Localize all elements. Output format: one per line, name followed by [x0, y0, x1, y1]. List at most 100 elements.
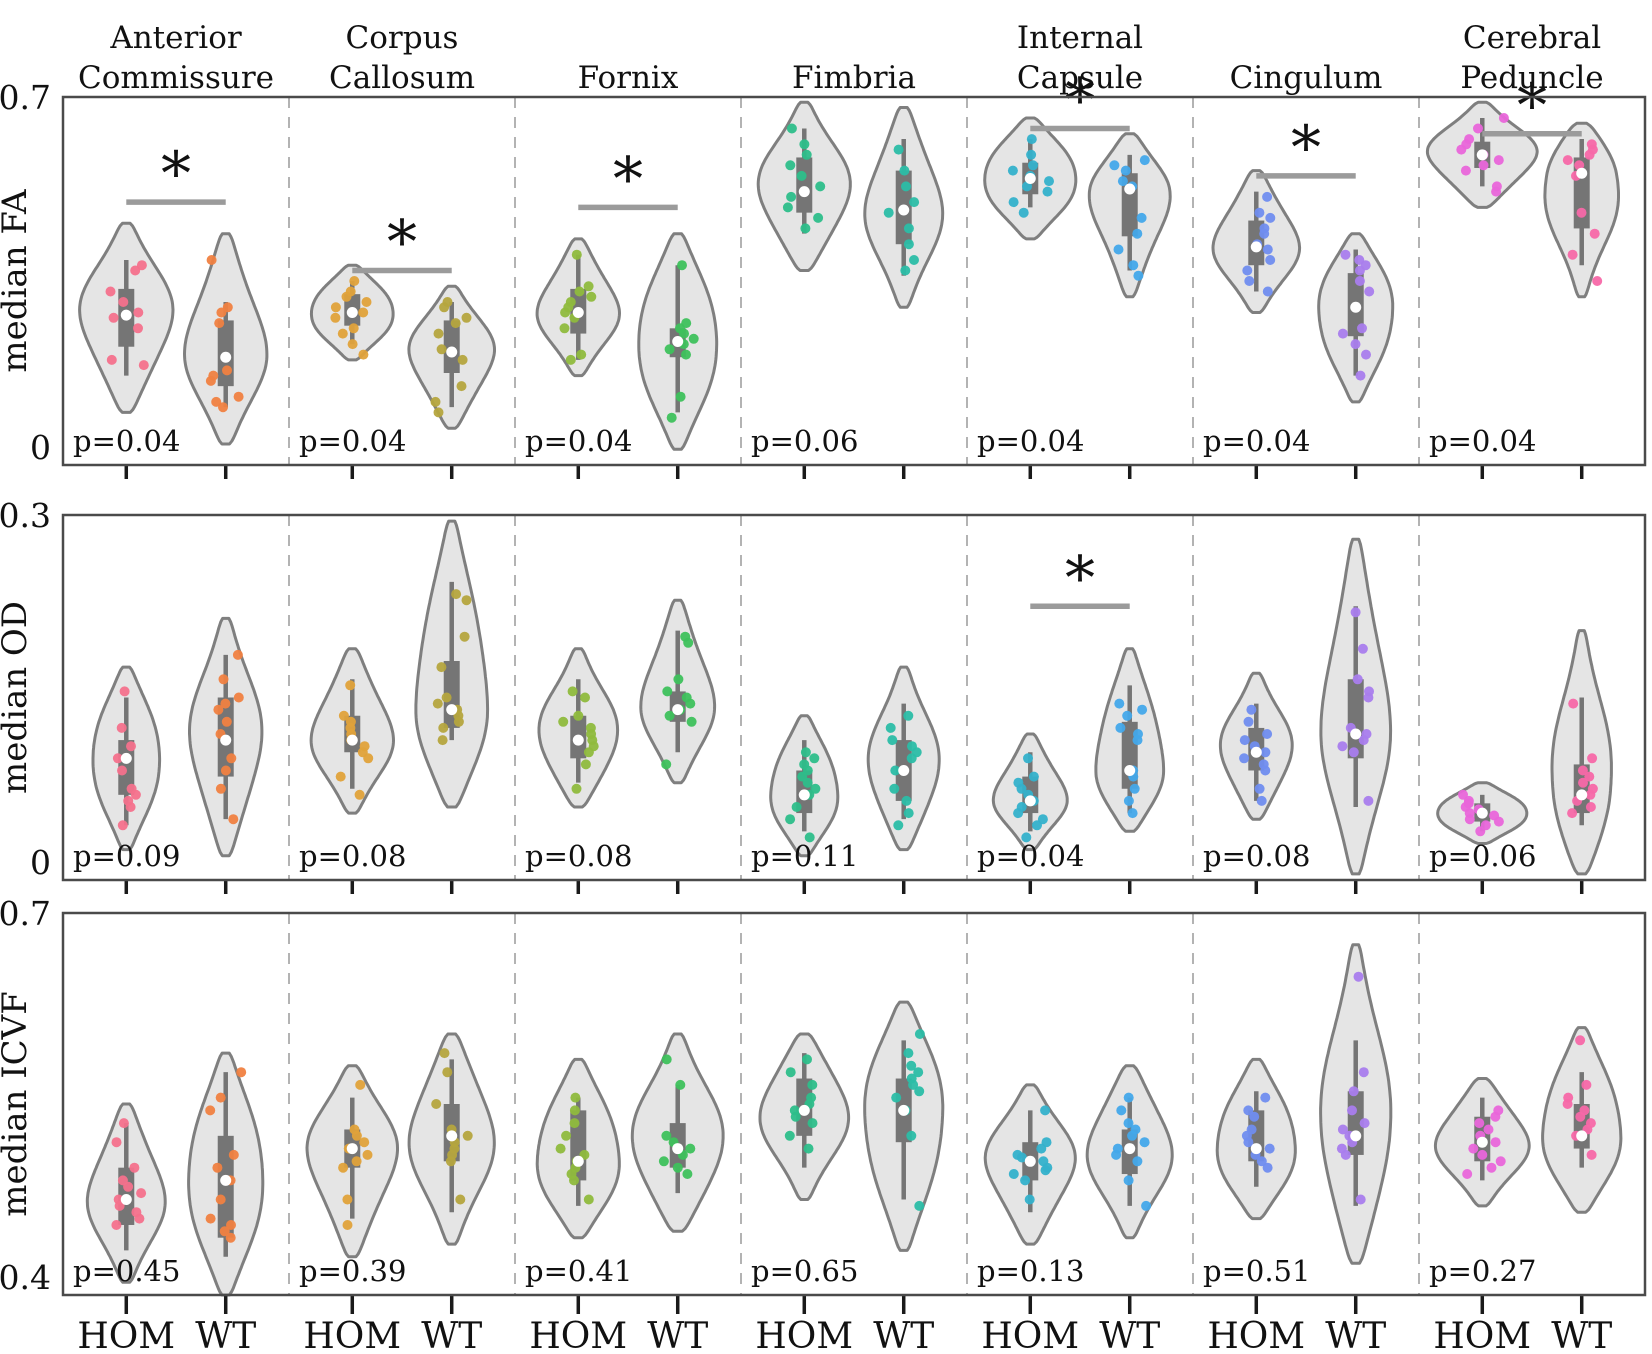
- data-point: [335, 771, 346, 782]
- data-point: [1260, 747, 1271, 758]
- median-dot: [1024, 172, 1036, 184]
- data-point: [1028, 771, 1039, 782]
- median-dot: [798, 1104, 810, 1116]
- data-point: [205, 1213, 216, 1224]
- data-point: [1562, 1099, 1573, 1109]
- data-point: [451, 589, 462, 600]
- data-point: [1357, 323, 1367, 334]
- data-point: [565, 354, 576, 365]
- median-dot: [672, 704, 684, 716]
- data-point: [1016, 783, 1027, 794]
- title-corpus-callosum: Corpus Callosum: [329, 20, 475, 96]
- median-dot: [1476, 807, 1488, 819]
- data-point: [1584, 149, 1595, 160]
- median-dot: [446, 704, 458, 716]
- data-point: [893, 144, 904, 155]
- median-dot: [346, 307, 358, 319]
- data-point: [900, 265, 911, 276]
- data-point: [1260, 765, 1271, 776]
- median-dot: [1576, 789, 1588, 801]
- data-point: [569, 1118, 580, 1129]
- data-point: [1576, 207, 1587, 218]
- data-point: [1567, 808, 1578, 819]
- y-axis-label-od: median OD: [0, 601, 35, 794]
- data-point: [219, 1226, 230, 1237]
- data-point: [802, 1054, 812, 1065]
- data-point: [1581, 1079, 1592, 1090]
- data-point: [1254, 783, 1265, 794]
- data-point: [111, 1220, 122, 1230]
- p-value-fa-fornix: p=0.04: [525, 424, 632, 458]
- data-point: [1239, 753, 1250, 764]
- panel-border: [61, 911, 1647, 1297]
- data-point: [1137, 704, 1148, 715]
- data-point: [807, 1079, 818, 1090]
- data-point: [685, 1143, 696, 1154]
- data-point: [576, 349, 587, 360]
- violin-od-corpus-callosum-wt: [414, 519, 490, 809]
- data-point: [1256, 795, 1267, 806]
- data-point: [784, 1130, 795, 1141]
- data-point: [455, 1194, 466, 1205]
- data-point: [1139, 155, 1150, 166]
- title-line-1: Cerebral: [1463, 20, 1601, 56]
- data-point: [1141, 1200, 1152, 1211]
- data-point: [662, 686, 673, 697]
- data-point: [1036, 1143, 1047, 1154]
- data-point: [909, 197, 920, 208]
- data-point: [1132, 735, 1143, 746]
- data-point: [1021, 832, 1032, 843]
- title-line-2: Peduncle: [1460, 60, 1603, 96]
- data-point: [354, 789, 365, 800]
- data-point: [1262, 1162, 1273, 1173]
- data-point: [903, 1048, 914, 1059]
- x-label-cerebral-peduncle-hom: HOM: [1433, 1316, 1531, 1354]
- y-tick-top-od: 0.3: [0, 496, 51, 535]
- data-point: [1464, 814, 1475, 825]
- data-point: [205, 375, 216, 386]
- data-point: [1016, 1152, 1027, 1163]
- data-point: [1495, 1156, 1506, 1167]
- data-point: [1243, 716, 1254, 727]
- data-points: [1111, 1092, 1152, 1211]
- data-point: [580, 692, 590, 703]
- violin-icvf-cingulum-wt: [1319, 943, 1393, 1265]
- median-dot: [1576, 167, 1588, 179]
- data-point: [1026, 149, 1037, 160]
- panel-background: [63, 97, 1645, 465]
- data-point: [1491, 186, 1502, 197]
- data-point: [461, 595, 472, 606]
- violin-fa-fimbria-wt: [863, 106, 945, 309]
- data-point: [226, 753, 237, 764]
- data-point: [906, 753, 917, 764]
- sig-asterisk: *: [613, 144, 643, 214]
- title-line-1: Anterior: [109, 20, 242, 56]
- violin-od-internal-capsule-wt: [1094, 647, 1166, 833]
- title-line-1: Internal: [1017, 20, 1143, 56]
- data-point: [1493, 155, 1504, 166]
- data-point: [681, 349, 691, 360]
- data-point: [1575, 1111, 1586, 1122]
- median-dot: [346, 734, 358, 746]
- data-point: [1363, 795, 1374, 806]
- data-point: [351, 1156, 362, 1167]
- sig-fa-corpus-callosum: *: [352, 207, 452, 277]
- sig-fa-cerebral-peduncle: *: [1482, 71, 1582, 141]
- sig-asterisk: *: [1517, 71, 1547, 141]
- median-dot: [672, 1143, 684, 1155]
- violin-icvf-fimbria-wt: [863, 1000, 945, 1252]
- data-points: [431, 1048, 473, 1205]
- x-label-cingulum-wt: WT: [1325, 1316, 1386, 1354]
- data-point: [909, 255, 919, 265]
- data-point: [117, 765, 127, 776]
- p-value-fa-fimbria: p=0.06: [751, 424, 858, 458]
- data-point: [800, 747, 811, 758]
- box: [1347, 679, 1364, 759]
- x-label-anterior-commissure-hom: HOM: [77, 1316, 175, 1354]
- y-tick-top-fa: 0.7: [0, 78, 51, 117]
- data-point: [358, 307, 369, 318]
- data-point: [1585, 802, 1596, 812]
- data-point: [1355, 370, 1366, 381]
- box: [118, 740, 135, 795]
